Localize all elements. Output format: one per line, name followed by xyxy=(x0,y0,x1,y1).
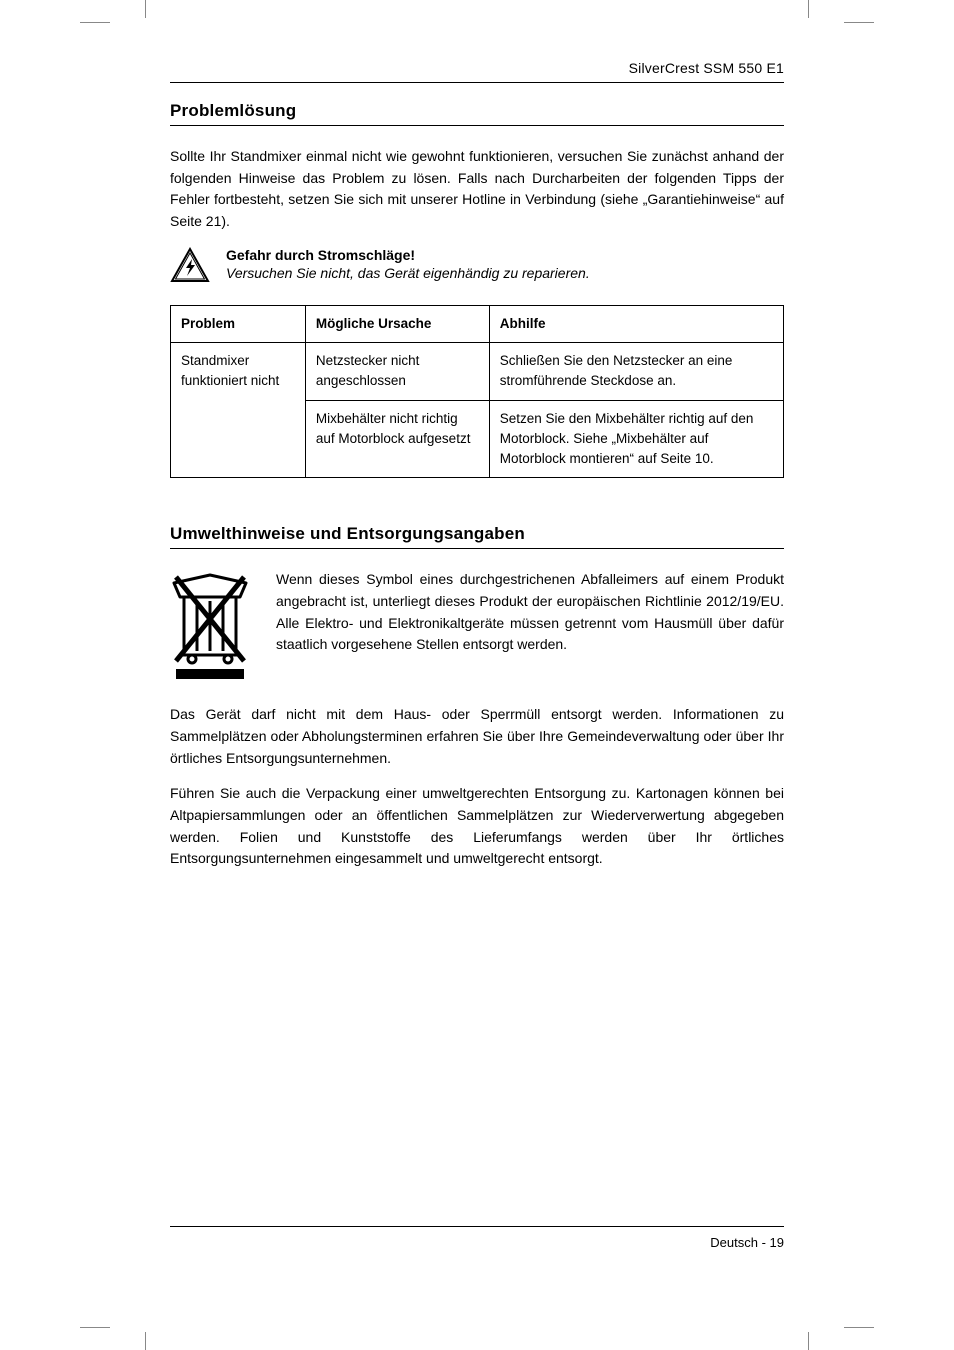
table-row: Standmixer funktioniert nicht Netzstecke… xyxy=(171,343,784,401)
td-problem: Standmixer funktioniert nicht xyxy=(171,343,306,478)
crop-mark xyxy=(844,22,874,23)
intro-paragraph: Sollte Ihr Standmixer einmal nicht wie g… xyxy=(170,146,784,233)
warning-text: Gefahr durch Stromschläge! Versuchen Sie… xyxy=(226,247,784,281)
crop-mark xyxy=(145,0,146,18)
header-rule xyxy=(170,82,784,83)
env-para3: Führen Sie auch die Verpackung einer umw… xyxy=(170,783,784,870)
env-para1: Wenn dieses Symbol eines durchgestrichen… xyxy=(276,569,784,656)
footer: Deutsch - 19 xyxy=(170,1226,784,1250)
crop-mark xyxy=(808,1332,809,1350)
warning-title: Gefahr durch Stromschläge! xyxy=(226,247,784,263)
section-rule xyxy=(170,548,784,549)
crossed-out-bin-icon xyxy=(170,569,254,686)
footer-text: Deutsch - 19 xyxy=(170,1235,784,1250)
troubleshoot-table: Problem Mögliche Ursache Abhilfe Standmi… xyxy=(170,305,784,479)
warning-block: Gefahr durch Stromschläge! Versuchen Sie… xyxy=(170,247,784,283)
section-rule xyxy=(170,125,784,126)
warning-subtext: Versuchen Sie nicht, das Gerät eigenhänd… xyxy=(226,265,784,281)
section-title-problem: Problemlösung xyxy=(170,101,784,121)
table-header-row: Problem Mögliche Ursache Abhilfe xyxy=(171,305,784,342)
header-product: SilverCrest SSM 550 E1 xyxy=(170,60,784,76)
electric-shock-warning-icon xyxy=(170,247,210,283)
env-block: Wenn dieses Symbol eines durchgestrichen… xyxy=(170,569,784,686)
env-para2: Das Gerät darf nicht mit dem Haus- oder … xyxy=(170,704,784,769)
crop-mark xyxy=(145,1332,146,1350)
crop-mark xyxy=(808,0,809,18)
page: SilverCrest SSM 550 E1 Problemlösung Sol… xyxy=(0,0,954,1350)
td-cause: Netzstecker nicht angeschlossen xyxy=(305,343,489,401)
td-cause: Mixbehälter nicht richtig auf Motorblock… xyxy=(305,400,489,478)
crop-mark xyxy=(80,1327,110,1328)
th-problem: Problem xyxy=(171,305,306,342)
crop-mark xyxy=(80,22,110,23)
crop-mark xyxy=(844,1327,874,1328)
section-title-environment: Umwelthinweise und Entsorgungsangaben xyxy=(170,524,784,544)
th-remedy: Abhilfe xyxy=(489,305,783,342)
th-cause: Mögliche Ursache xyxy=(305,305,489,342)
td-remedy: Schließen Sie den Netzstecker an eine st… xyxy=(489,343,783,401)
content-area: SilverCrest SSM 550 E1 Problemlösung Sol… xyxy=(110,60,844,870)
footer-rule xyxy=(170,1226,784,1227)
td-remedy: Setzen Sie den Mixbehälter richtig auf d… xyxy=(489,400,783,478)
